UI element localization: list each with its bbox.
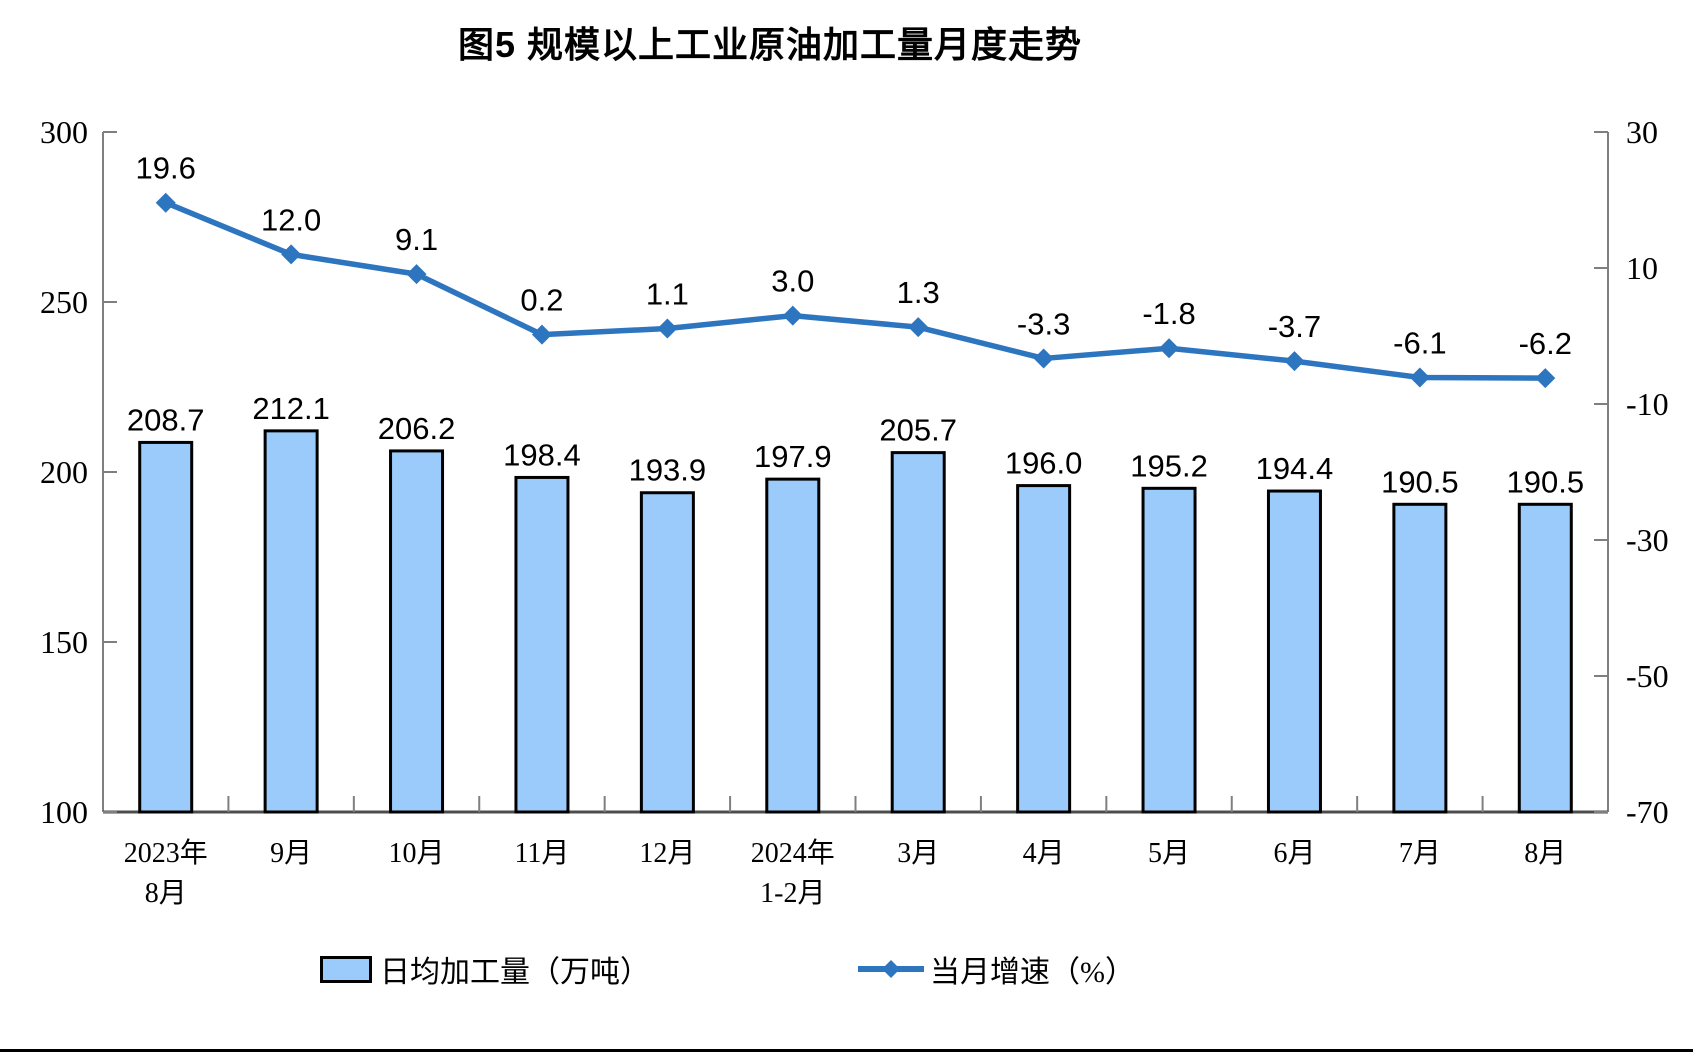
line-value-label: -1.8 [1142,296,1195,331]
right-axis-tick-label: -50 [1626,658,1669,694]
line-value-label: 3.0 [771,264,814,299]
legend-diamond-icon [882,960,900,978]
category-label: 9月 [270,838,312,869]
bar-value-label: 212.1 [252,391,330,426]
category-label: 3月 [897,838,939,869]
bar-legend-label: 日均加工量（万吨） [380,956,650,989]
bar-value-label: 205.7 [879,413,957,448]
bar-value-label: 193.9 [629,453,707,488]
diamond-marker-icon [1033,348,1054,369]
bar [1016,484,1072,814]
line-value-label: 0.2 [520,283,563,318]
bar-value-label: 197.9 [754,439,832,474]
bottom-divider [0,1049,1693,1052]
diamond-marker-icon [406,264,427,285]
category-label: 7月 [1399,838,1441,869]
bar [1141,486,1197,814]
line-value-label: 12.0 [261,202,321,237]
diamond-marker-icon [1535,368,1556,389]
line-value-label: -6.1 [1393,325,1446,360]
category-label: 8月 [1524,838,1566,869]
right-axis-tick-label: -30 [1626,522,1669,558]
bar-value-label: 195.2 [1130,448,1208,483]
diamond-marker-icon [657,318,678,339]
bar-value-label: 190.5 [1381,464,1459,499]
bar [389,449,445,814]
axes: 100 150 200 250 300 -70 -50 -30 -10 10 30 [40,114,1669,830]
bar [514,475,570,814]
line-value-label: 9.1 [395,222,438,257]
diamond-marker-icon [908,317,929,338]
bar-legend-swatch-icon [320,955,372,983]
legend: 日均加工量（万吨） 当月增速（%） [320,947,1135,991]
diamond-marker-icon [1159,338,1180,359]
left-axis-tick-label: 200 [40,454,88,490]
diamond-marker-icon [1409,367,1430,388]
line-legend-swatch-icon [858,960,924,978]
bar-value-label: 198.4 [503,437,581,472]
category-label: 4月 [1023,838,1065,869]
category-labels: 2023年 8月 9月 10月 11月 12月 2024年 1-2月 3月 4月 5月 6月 7月 8月 [124,837,1567,909]
line-value-label: 1.3 [897,275,940,310]
right-axis-tick-label: -10 [1626,386,1669,422]
bar-value-label: 194.4 [1256,451,1334,486]
growth-line [164,200,1546,381]
right-axis-tick-label: 30 [1626,114,1658,150]
category-label: 11月 [514,838,569,869]
bar-value-label: 190.5 [1507,464,1585,499]
right-axis-tick-label: 10 [1626,250,1658,286]
diamond-marker-icon [155,192,176,213]
bar-value-label: 196.0 [1005,446,1083,481]
diamond-marker-icon [782,305,803,326]
combo-chart: 100 150 200 250 300 -70 -50 -30 -10 10 30 2023年 8月 9月… [40,114,1669,909]
line-value-label: -3.7 [1268,309,1321,344]
line-value-label: 19.6 [136,151,196,186]
right-axis-tick-label: -70 [1626,794,1669,830]
legend-item-bar: 日均加工量（万吨） [320,947,650,991]
chart-title: 图5 规模以上工业原油加工量月度走势 [457,24,1083,65]
category-label: 2023年 8月 [124,837,208,909]
line-value-label: -6.2 [1519,326,1572,361]
category-label: 12月 [639,838,695,869]
diamond-marker-icon [281,244,302,265]
line-series: 19.6 12.0 9.1 0.2 1.1 3.0 1.3 -3.3 -1.8 -3.7 -6.1 -… [136,151,1572,389]
left-axis-tick-label: 100 [40,794,88,830]
left-axis-tick-label: 150 [40,624,88,660]
category-label: 2024年 1-2月 [751,837,835,909]
bar-series: 208.7 212.1 206.2 198.4 193.9 197.9 205.7 196.0… [127,391,1585,814]
left-axis-tick-label: 300 [40,114,88,150]
bar [263,429,319,814]
line-value-label: 1.1 [646,277,689,312]
diamond-marker-icon [531,324,552,345]
bar [890,451,946,814]
bar-value-label: 206.2 [378,411,456,446]
bar [1266,489,1322,814]
bar [1517,502,1573,814]
category-label: 10月 [389,838,445,869]
category-label: 5月 [1148,838,1190,869]
category-label: 6月 [1273,838,1315,869]
line-legend-label: 当月增速（%） [930,956,1135,989]
bar [765,477,821,814]
line-value-label: -3.3 [1017,306,1070,341]
bar [138,440,194,814]
bar-value-label: 208.7 [127,402,205,437]
left-axis-tick-label: 250 [40,284,88,320]
legend-item-line: 当月增速（%） [858,947,1135,991]
bar [1392,502,1448,814]
bar [639,491,695,814]
diamond-marker-icon [1284,351,1305,372]
